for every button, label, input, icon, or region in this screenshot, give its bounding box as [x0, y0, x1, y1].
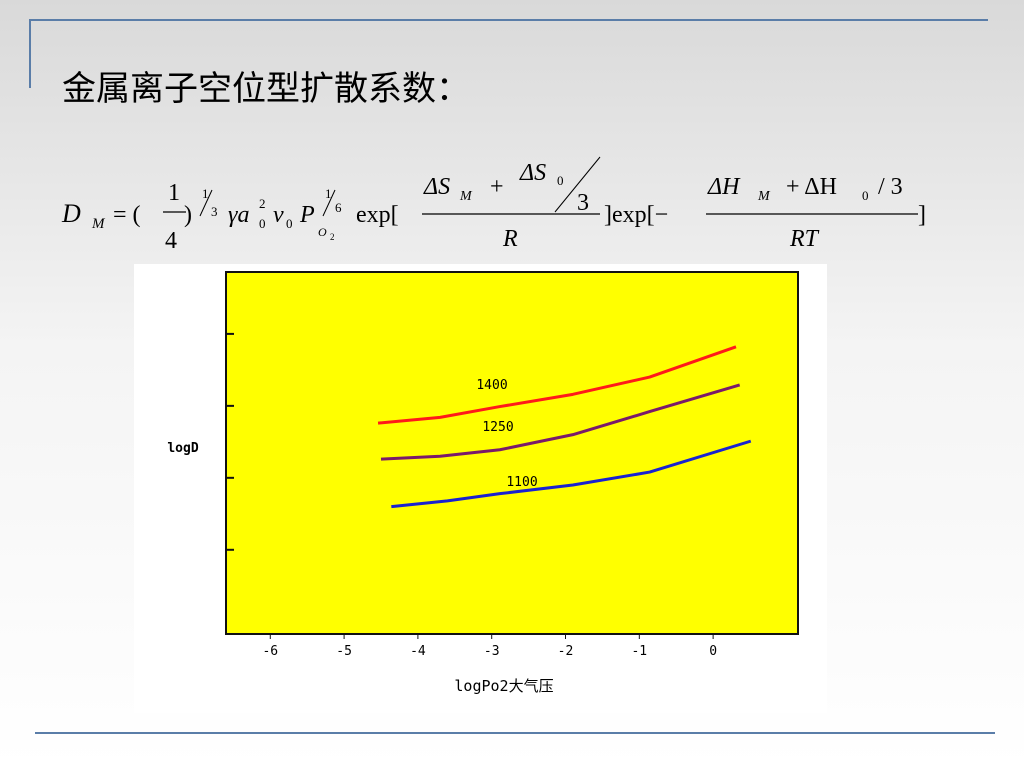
formula-part: P — [299, 202, 315, 228]
formula-part: + ΔH — [786, 174, 837, 200]
formula-part: 3 — [577, 190, 589, 216]
formula-part: M — [757, 189, 771, 204]
x-tick-label: -3 — [484, 644, 500, 659]
formula-part: 4 — [165, 228, 177, 254]
formula-part: 1 — [202, 186, 209, 201]
formula-part: γa — [228, 202, 249, 228]
formula-part: 1 — [325, 186, 332, 201]
formula-part: ) — [184, 202, 192, 228]
formula-part: v — [273, 202, 284, 228]
series-line — [380, 383, 741, 461]
series-line — [391, 439, 752, 509]
formula-part: ΔS — [519, 160, 546, 186]
formula-part: RT — [789, 226, 820, 252]
formula-part: 0 — [286, 216, 293, 231]
x-tick-label: -5 — [336, 644, 352, 659]
formula-part: + — [490, 174, 504, 200]
formula-part: 3 — [211, 204, 218, 219]
plot-area — [225, 271, 799, 635]
slash — [199, 189, 213, 217]
formula-part: ]exp[− — [604, 202, 668, 228]
formula-part: 0 — [862, 188, 869, 203]
slash — [554, 156, 601, 213]
series-line — [377, 345, 737, 425]
formula-part: R — [502, 226, 518, 252]
formula-part: ΔH — [707, 174, 741, 200]
x-tick-label: -6 — [262, 644, 278, 659]
slide-title: 金属离子空位型扩散系数： — [62, 69, 470, 109]
x-tick-label: -2 — [558, 644, 574, 659]
formula-part: D — [61, 199, 81, 228]
frame-line — [29, 19, 988, 88]
slash — [322, 189, 336, 217]
formula-part: ΔS — [423, 174, 450, 200]
formula-part: = ( — [113, 202, 141, 228]
x-tick-label: -4 — [410, 644, 426, 659]
series-label: 1100 — [506, 475, 537, 490]
formula-part: M — [459, 189, 473, 204]
x-axis-label: logPo2大气压 — [454, 677, 553, 695]
x-tick-label: 0 — [709, 644, 717, 659]
y-axis-label: logD — [167, 441, 198, 456]
formula-part: 1 — [168, 180, 180, 206]
formula-part: / 3 — [878, 174, 903, 200]
series-label: 1400 — [476, 378, 507, 393]
formula-part: 2 — [330, 232, 335, 242]
formula-part: O — [318, 225, 327, 239]
formula-part: 2 — [259, 196, 266, 211]
formula-part: 0 — [259, 216, 266, 231]
formula-part: 6 — [335, 200, 342, 215]
formula-part: ] — [918, 202, 926, 228]
series-label: 1250 — [482, 420, 513, 435]
formula-part: M — [91, 216, 106, 232]
x-tick-label: -1 — [631, 644, 647, 659]
formula-part: 0 — [557, 173, 564, 188]
chart: -6 -5 -4 -3 -2 -1 0 logPo2大气压 logD 1400 1250 1100 — [167, 332, 752, 695]
formula-part: exp[ — [356, 202, 399, 228]
